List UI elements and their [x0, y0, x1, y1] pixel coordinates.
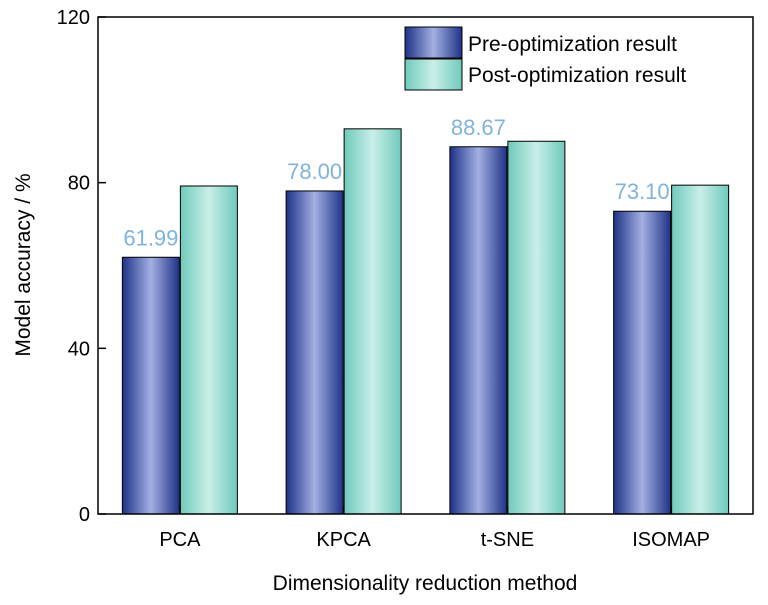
- legend: Pre-optimization result Post-optimizatio…: [404, 26, 686, 91]
- data-label: 78.00: [287, 159, 342, 184]
- y-tick-label: 80: [68, 173, 90, 195]
- bar-post-isomap: [671, 184, 730, 515]
- bar-pre-pca: [121, 256, 180, 515]
- bar-pre-t-sne: [449, 146, 508, 515]
- y-axis-label: Model accuracy / %: [12, 173, 35, 356]
- data-label: 73.10: [615, 179, 670, 204]
- y-tick-label: 0: [79, 504, 90, 526]
- plot-frame: [97, 16, 754, 515]
- plot-area: 61.99 78.00 88.67 73.10: [121, 115, 730, 515]
- legend-label-post: Post-optimization result: [468, 64, 686, 87]
- x-axis: PCA KPCA t-SNE ISOMAP: [159, 506, 710, 551]
- x-tick-label: ISOMAP: [632, 529, 710, 551]
- x-axis-label: Dimensionality reduction method: [273, 572, 578, 595]
- legend-swatch-post: [404, 58, 463, 91]
- x-tick-label: PCA: [159, 529, 201, 551]
- y-tick-label: 120: [57, 7, 90, 29]
- bar-pre-isomap: [613, 210, 672, 515]
- bar-pre-kpca: [285, 190, 344, 515]
- bar-post-pca: [179, 185, 238, 515]
- data-label: 61.99: [123, 225, 178, 250]
- y-tick-label: 40: [68, 338, 90, 360]
- y-axis: 0 40 80 120: [57, 7, 106, 526]
- data-label: 88.67: [451, 115, 506, 140]
- legend-swatch-pre: [404, 26, 463, 59]
- legend-label-pre: Pre-optimization result: [468, 33, 677, 56]
- bar-post-t-sne: [507, 140, 566, 515]
- x-tick-label: KPCA: [316, 529, 371, 551]
- x-tick-label: t-SNE: [481, 529, 534, 551]
- bar-post-kpca: [343, 128, 402, 515]
